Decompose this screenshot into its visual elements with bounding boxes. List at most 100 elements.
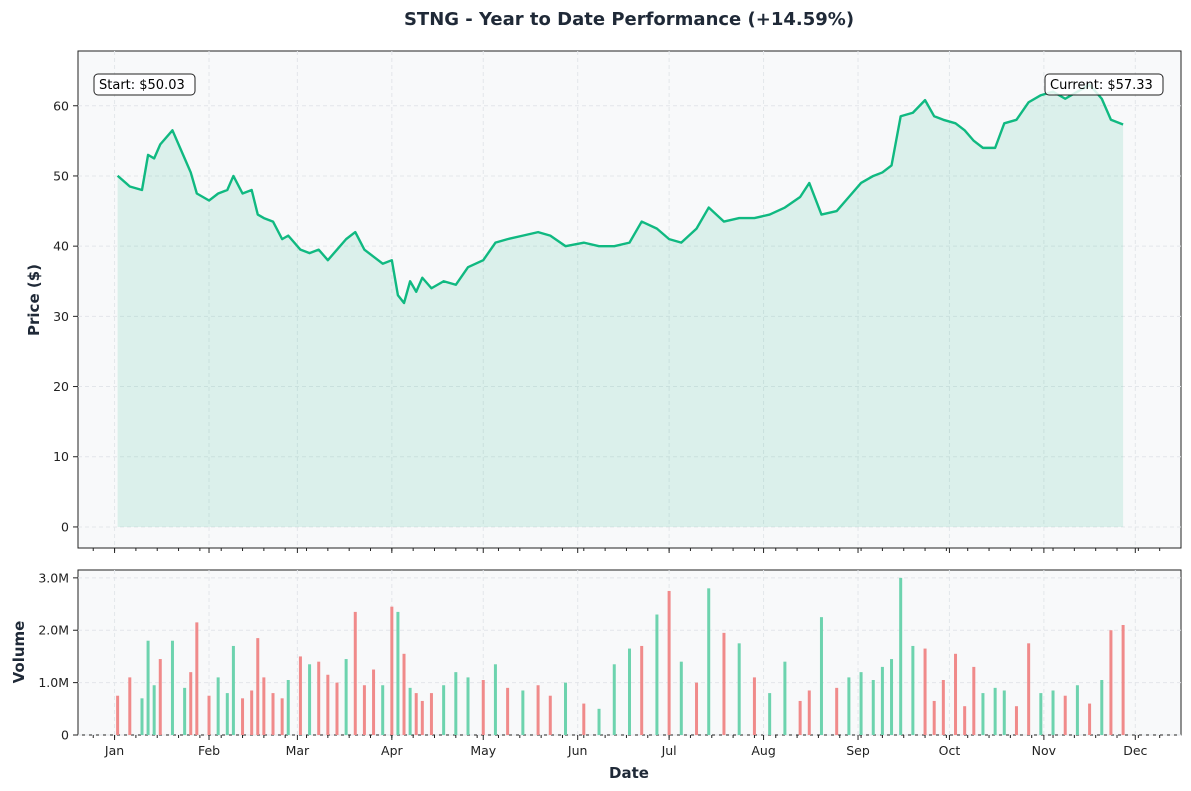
- volume-x-tick-label: Apr: [381, 743, 403, 758]
- volume-bar: [612, 664, 616, 735]
- volume-bar: [298, 656, 302, 735]
- volume-bar: [707, 588, 711, 735]
- volume-bar: [1088, 703, 1092, 735]
- volume-bars: [116, 577, 1125, 735]
- price-x-minor-ticks: [92, 548, 1161, 553]
- price-y-tick-label: 50: [53, 168, 69, 183]
- volume-bar: [880, 666, 884, 735]
- volume-x-tick-label: Feb: [198, 743, 220, 758]
- volume-bar: [954, 653, 958, 735]
- volume-bar: [640, 645, 644, 735]
- price-y-axis-label: Price ($): [25, 264, 43, 336]
- volume-bar: [859, 672, 863, 735]
- volume-bar: [536, 685, 540, 735]
- volume-bar: [667, 590, 671, 735]
- volume-bar: [564, 682, 568, 735]
- volume-bar: [722, 632, 726, 735]
- volume-bar: [402, 653, 406, 735]
- volume-bar: [362, 685, 366, 735]
- volume-y-tick-label: 2.0M: [38, 623, 69, 638]
- volume-bar: [390, 606, 394, 735]
- volume-x-tick-label: Sep: [846, 743, 870, 758]
- volume-x-tick-label: Jun: [567, 743, 588, 758]
- volume-bar: [981, 693, 985, 735]
- volume-bar: [655, 614, 659, 735]
- volume-y-tick-label: 1.0M: [38, 675, 69, 690]
- volume-bar: [429, 693, 433, 735]
- volume-bar: [195, 622, 199, 735]
- volume-bar: [140, 698, 144, 735]
- volume-bar: [819, 617, 823, 735]
- volume-bar: [752, 677, 756, 735]
- volume-x-tick-label: Aug: [751, 743, 775, 758]
- volume-bar: [152, 685, 156, 735]
- volume-bar: [582, 703, 586, 735]
- volume-bar: [597, 708, 601, 735]
- start-annotation-label: Start: $50.03: [99, 78, 185, 93]
- volume-bar: [170, 640, 174, 735]
- volume-bar: [628, 648, 631, 735]
- volume-bar: [1121, 625, 1125, 735]
- volume-bar: [372, 669, 376, 735]
- volume-bar: [506, 687, 510, 735]
- start-annotation: Start: $50.03: [93, 73, 196, 96]
- price-plot-area: [77, 50, 1182, 549]
- volume-gridlines: [78, 570, 1181, 736]
- volume-bar: [923, 648, 927, 735]
- price-y-tick-label: 20: [53, 379, 69, 394]
- volume-bar: [807, 690, 811, 735]
- volume-bar: [286, 680, 290, 735]
- volume-bar: [1100, 680, 1104, 735]
- volume-bar: [317, 661, 321, 735]
- volume-bar: [262, 677, 266, 735]
- volume-bar: [225, 693, 229, 735]
- volume-bar: [941, 680, 945, 735]
- volume-bar: [695, 682, 699, 735]
- volume-bar: [481, 680, 485, 735]
- volume-bar: [250, 690, 254, 735]
- price-gridlines: [78, 105, 1181, 528]
- volume-y-axis-label: Volume: [10, 621, 28, 684]
- volume-bar: [1109, 630, 1113, 735]
- volume-bar: [890, 659, 894, 735]
- volume-bar: [679, 661, 683, 735]
- volume-bar: [335, 682, 339, 735]
- volume-bar: [521, 690, 525, 735]
- volume-bar: [871, 680, 875, 735]
- volume-x-tick-label: Mar: [286, 743, 310, 758]
- volume-bar: [963, 706, 967, 735]
- volume-bar: [396, 611, 400, 735]
- volume-bar: [1002, 690, 1006, 735]
- volume-bar: [932, 700, 936, 735]
- volume-bar: [993, 687, 997, 735]
- volume-bar: [783, 661, 787, 735]
- volume-bar: [408, 687, 412, 735]
- current-annotation: Current: $57.33: [1044, 73, 1164, 96]
- volume-bar: [207, 695, 211, 735]
- volume-bar: [847, 677, 851, 735]
- price-y-tick-label: 40: [53, 239, 69, 254]
- volume-y-ticks: 0 1.0M 2.0M 3.0M: [38, 570, 78, 743]
- volume-bar: [835, 687, 839, 735]
- volume-bar: [1063, 695, 1067, 735]
- volume-bar: [798, 700, 802, 735]
- volume-bar: [308, 664, 312, 735]
- volume-bar: [420, 700, 424, 735]
- volume-bar: [241, 698, 245, 735]
- volume-x-tick-label: Dec: [1123, 743, 1147, 758]
- volume-bar: [737, 643, 741, 735]
- volume-bar: [271, 693, 275, 735]
- volume-x-tick-label: Nov: [1032, 743, 1057, 758]
- volume-bar: [911, 645, 915, 735]
- current-annotation-label: Current: $57.33: [1050, 78, 1153, 93]
- volume-bar: [1027, 643, 1031, 735]
- volume-bar: [1075, 685, 1079, 735]
- volume-bar: [128, 677, 132, 735]
- volume-x-ticks: Jan Feb Mar Apr May Jun Jul Aug Sep Oct Nov Dec: [92, 735, 1161, 758]
- volume-bar: [381, 685, 385, 735]
- volume-bar: [414, 693, 418, 735]
- volume-x-tick-label: Oct: [939, 743, 961, 758]
- volume-x-tick-label: Jul: [661, 743, 677, 758]
- volume-bar: [280, 698, 284, 735]
- price-line: [116, 83, 1124, 305]
